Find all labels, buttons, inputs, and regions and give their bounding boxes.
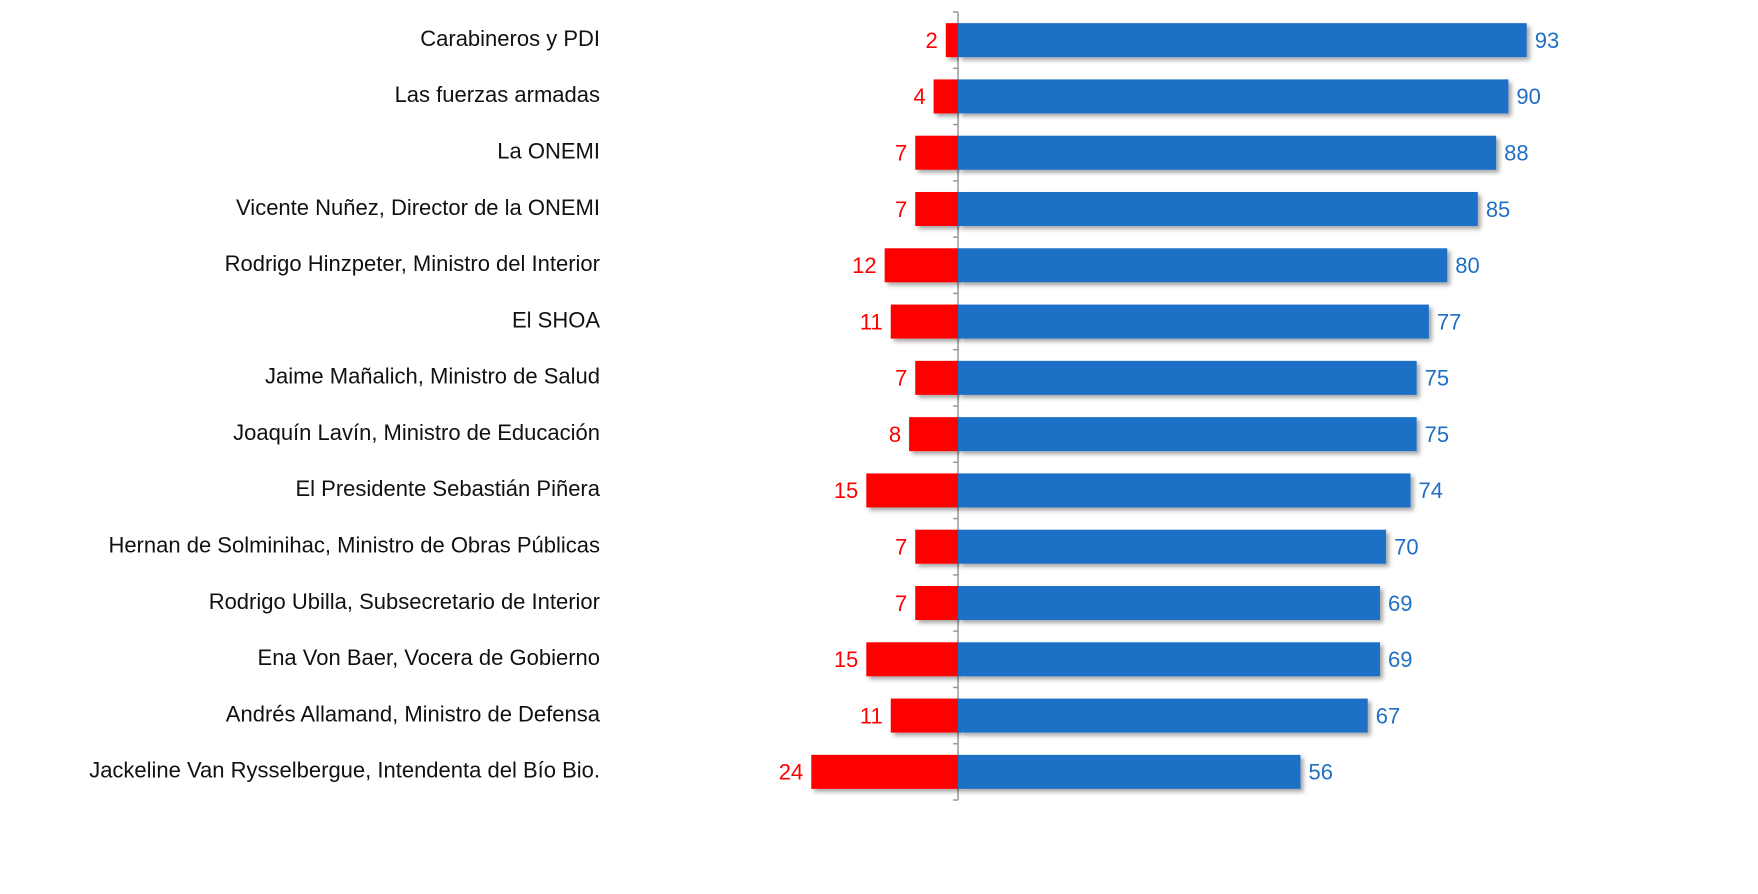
bar [958,417,1417,452]
bar [958,360,1417,395]
bar [866,642,959,677]
value-label: 70 [1394,535,1418,560]
value-label: 75 [1425,366,1449,391]
value-label: 74 [1419,478,1443,503]
value-label: 15 [834,478,858,503]
category-label: Joaquín Lavín, Ministro de Educación [233,420,600,445]
value-label: 7 [895,141,907,166]
category-label: Ena Von Baer, Vocera de Gobierno [258,645,600,670]
value-label: 7 [895,366,907,391]
bar [915,586,959,620]
value-label: 11 [860,309,883,334]
bar [915,360,959,395]
category-label: El SHOA [512,307,600,332]
bar [915,192,959,226]
bar [884,248,959,283]
bar [933,79,959,114]
labels: Carabineros y PDI Las fuerzas armadas La O… [89,26,1559,785]
value-label: 7 [895,197,907,222]
bar [890,304,959,339]
bar [958,23,1527,58]
value-label: 56 [1308,760,1332,785]
value-label: 7 [895,535,907,560]
bar [915,529,959,564]
bar [958,79,1509,114]
value-label: 8 [889,422,901,447]
bar [958,248,1448,283]
bar [915,135,959,170]
bars [811,11,1527,801]
bar [811,754,959,789]
value-label: 2 [926,28,938,53]
category-label: Rodrigo Hinzpeter, Ministro del Interior [225,251,600,276]
category-label: Las fuerzas armadas [395,82,600,107]
bar [958,529,1387,564]
bar [958,304,1429,339]
value-label: 88 [1504,141,1528,166]
value-label: 4 [913,84,925,109]
bar [958,473,1411,508]
bar [958,192,1478,226]
bar [866,473,959,508]
category-label: El Presidente Sebastián Piñera [295,476,600,501]
value-label: 85 [1486,197,1510,222]
value-label: 24 [779,760,803,785]
value-label: 12 [852,253,876,278]
value-label: 67 [1376,703,1400,728]
bar [958,698,1368,733]
bar [958,754,1301,789]
category-label: Jaime Mañalich, Ministro de Salud [265,364,600,389]
bar [958,135,1497,170]
value-label: 90 [1516,84,1540,109]
category-label: La ONEMI [497,139,600,164]
category-label: Vicente Nuñez, Director de la ONEMI [236,195,600,220]
value-label: 7 [895,591,907,616]
value-label: 69 [1388,591,1412,616]
value-label: 11 [860,703,883,728]
category-label: Carabineros y PDI [420,26,600,51]
value-label: 93 [1535,28,1559,53]
bar [958,586,1380,620]
category-label: Hernan de Solminihac, Ministro de Obras … [108,533,600,558]
bar [945,23,959,58]
value-label: 69 [1388,647,1412,672]
value-label: 15 [834,647,858,672]
bar [958,642,1380,677]
value-label: 75 [1425,422,1449,447]
value-label: 77 [1437,309,1461,334]
category-label: Jackeline Van Rysselbergue, Intendenta d… [89,758,600,783]
category-label: Rodrigo Ubilla, Subsecretario de Interio… [209,589,600,614]
bar [909,417,959,452]
category-label: Andrés Allamand, Ministro de Defensa [226,701,601,726]
bar [890,698,959,733]
value-label: 80 [1455,253,1479,278]
